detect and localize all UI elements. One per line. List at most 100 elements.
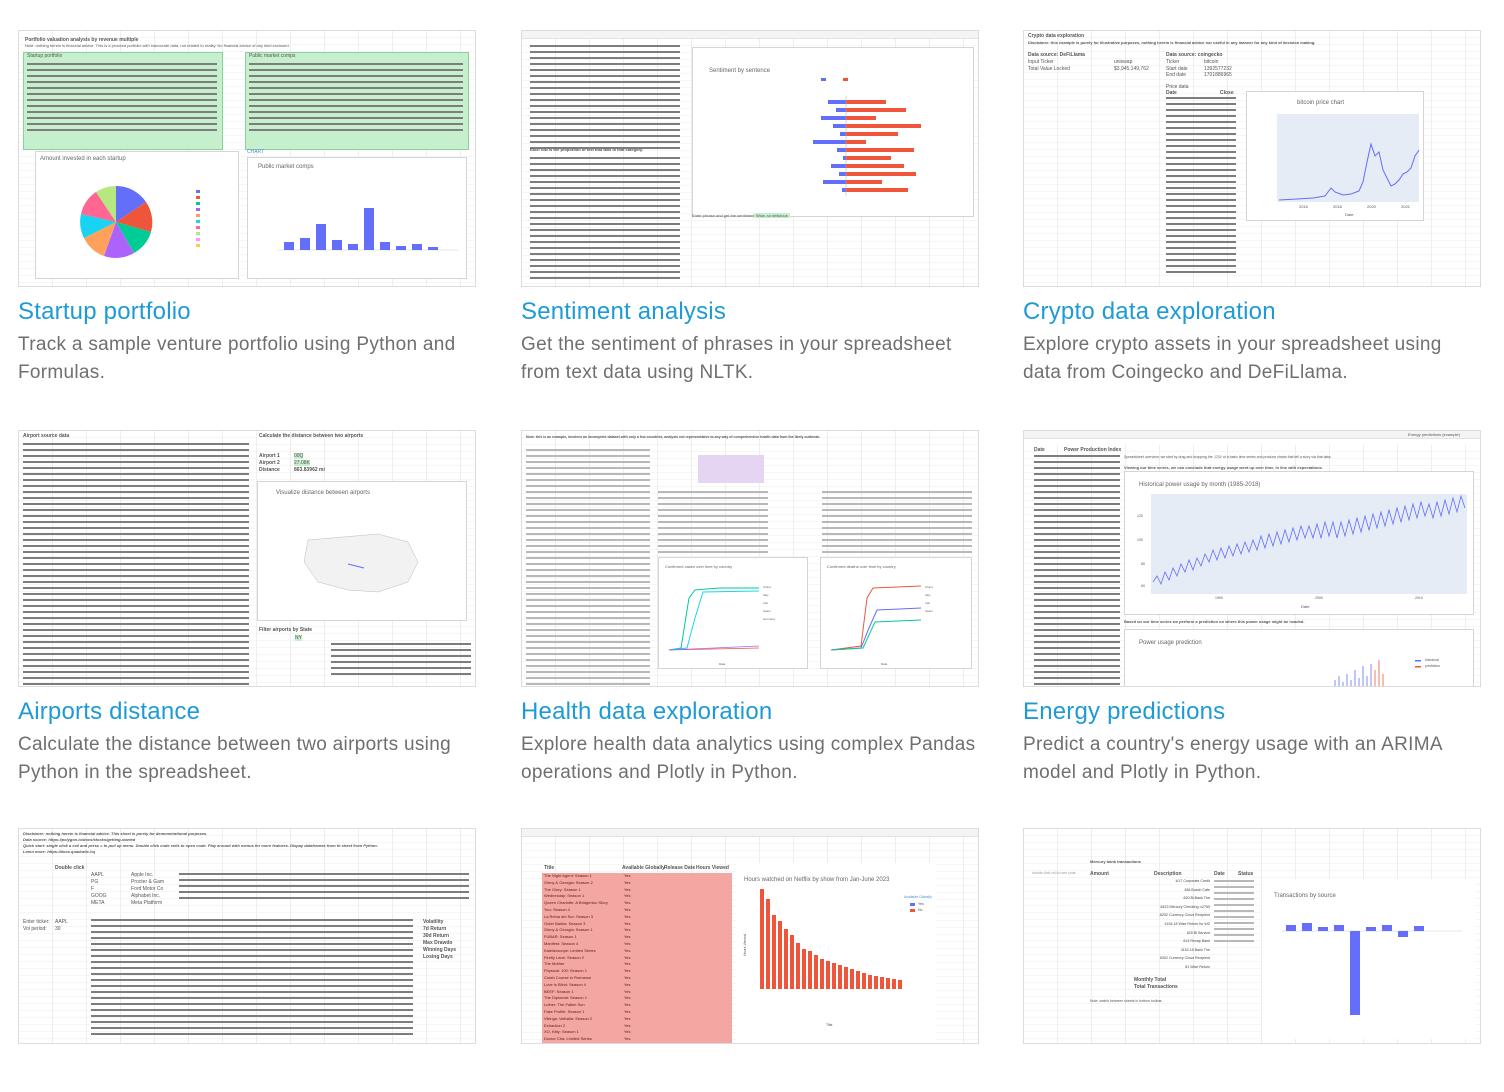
x-tick: 2010 [1415,596,1423,600]
card-title[interactable]: Health data exploration [521,698,773,725]
example-card-startup-portfolio[interactable]: Portfolio valuation analysis by revenue … [18,30,476,387]
stat-2: 30d Return [423,933,450,939]
card-title[interactable]: Startup portfolio [18,298,191,325]
thumb-quick-start: Quick start: single click a cell and pre… [23,843,378,848]
show-title: The Diplomat: Season 1 [544,995,587,1001]
netflix-thumbnail[interactable]: Title Available Globally Release Date Ho… [521,828,979,1044]
startup-table-label: Startup portfolio [27,53,63,59]
price-data-label: Price data [1166,84,1189,90]
show-title: Luther: The Fallen Sun [544,1002,585,1008]
x-axis-label: Title [826,1023,833,1027]
example-card-airports-distance[interactable]: Airport source data Calculate the distan… [18,430,476,787]
netflix-table-row: Wednesday: Season 1 Yes [544,893,734,900]
ticker-value[interactable]: bitcoin [1204,59,1219,65]
stocks-thumbnail[interactable]: Disclaimer: nothing herein is financial … [18,828,476,1044]
example-card-health-data[interactable]: Note: this is an example, involves an in… [521,430,979,787]
historical-chart-title: Historical power usage by month (1985-20… [1139,482,1261,488]
distance-value: 863.83962 mi [294,467,325,473]
available-flag: Yes [624,981,631,987]
state-filter-input[interactable]: NY [295,635,302,641]
energy-predictions-thumbnail[interactable]: Energy predictions (example) Date Power … [1023,430,1481,687]
ticker-0: AAPL [91,872,104,878]
card-description: Track a sample venture portfolio using P… [18,334,456,383]
col-date: Date [1034,447,1045,453]
footnote: Note: switch between sheets in bottom to… [1090,999,1163,1003]
y-tick: 100 [1137,538,1143,542]
airports-distance-thumbnail[interactable]: Airport source data Calculate the distan… [18,430,476,687]
card-title[interactable]: Energy predictions [1023,698,1226,725]
end-date-value: 1701886965 [1204,72,1232,78]
vol-period-input[interactable]: 30 [55,926,61,932]
deaths-chart: Confirmed deaths over time by country Ch… [820,557,972,669]
example-card-mercury-bank[interactable]: Mercury bank transactions double click c… [1023,828,1481,1044]
ticker-2: F [91,886,95,892]
phrase-input[interactable]: Wow, so delicious [754,213,790,218]
netflix-table-row: Ginny & Georgia: Season 2 Yes [544,880,734,887]
example-card-netflix[interactable]: Title Available Globally Release Date Ho… [521,828,979,1044]
pie-chart-title: Amount invested in each startup [40,156,126,162]
available-flag: Yes [624,974,631,980]
startup-portfolio-thumbnail[interactable]: Portfolio valuation analysis by revenue … [18,30,476,287]
transaction-row: 6413 Mercury Checking ••2760 [1160,904,1210,909]
example-card-energy-predictions[interactable]: Energy predictions (example) Date Power … [1023,430,1481,787]
transaction-row: 614 Recap Bank [1183,939,1210,944]
available-flag: Yes [624,1008,631,1014]
available-flag: Yes [624,934,631,940]
show-title: Doctor Cha: Limited Series [544,1036,592,1042]
netflix-table-row: The Night Agent: Season 1 Yes [544,873,734,880]
airport1-input[interactable]: 00Q [294,453,304,459]
health-data-thumbnail[interactable]: Note: this is an example, involves an in… [521,430,979,687]
netflix-table-row: Queen Charlotte: A Bridgerton Story Yes [544,900,734,907]
crypto-data-thumbnail[interactable]: Crypto data exploration Disclaimer: this… [1023,30,1481,287]
col-description: Description [1154,871,1182,877]
netflix-table-row: Luther: The Fallen Sun Yes [544,1002,734,1009]
show-title: FUBAR: Season 1 [544,934,577,940]
us-map-svg [303,533,419,593]
sheet-tab[interactable]: Energy predictions (example) [1407,432,1460,437]
available-flag: Yes [624,913,631,919]
col-date: Date [1214,871,1225,877]
example-card-stocks[interactable]: Disclaimer: nothing herein is financial … [18,828,476,1044]
source-left: Data source: DeFiLlama [1028,52,1085,58]
available-flag: Yes [624,1002,631,1008]
available-flag: Yes [624,886,631,892]
legend-yes: Yes [918,902,924,906]
mercury-bank-thumbnail[interactable]: Mercury bank transactions double click c… [1023,828,1481,1044]
col-title: Title [544,865,555,871]
transaction-row: -8252 Currency Cloud Recipient [1158,913,1210,918]
airport2-input[interactable]: 27.08K [294,460,310,466]
monthly-total: Monthly Total [1134,977,1167,983]
y-tick: 60 [1141,584,1145,588]
legend-prediction: prediction [1425,664,1441,668]
card-title[interactable]: Airports distance [18,698,201,725]
card-description: Get the sentiment of phrases in your spr… [521,334,952,383]
sentiment-analysis-thumbnail[interactable]: Each row is the proportion of text that … [521,30,979,287]
available-flag: Yes [624,879,631,885]
prediction-chart-svg [1334,660,1421,686]
enter-ticker-input[interactable]: AAPL [55,919,68,925]
available-flag: Yes [624,954,631,960]
netflix-table-row: Crash Course in Romance Yes [544,975,734,982]
show-title: Vikings: Valhalla: Season 2 [544,1015,593,1021]
example-card-crypto-data[interactable]: Crypto data exploration Disclaimer: this… [1023,30,1481,387]
netflix-chart-svg [760,889,915,989]
available-flag: Yes [624,927,631,933]
x-axis-label: Date [1345,212,1354,217]
company-2: Ford Motor Co [131,886,164,892]
show-title: Queen Charlotte: A Bridgerton Story [544,900,608,906]
available-flag: Yes [624,873,631,878]
thumb-heading: Portfolio valuation analysis by revenue … [25,37,139,43]
card-title[interactable]: Crypto data exploration [1023,298,1276,325]
show-title: Crash Course in Romance [544,974,592,980]
example-card-sentiment-analysis[interactable]: Each row is the proportion of text that … [521,30,979,387]
show-title: XO, Kitty: Season 1 [544,1029,579,1035]
col-power: Power Production Index [1064,447,1122,453]
card-title[interactable]: Sentiment analysis [521,298,727,325]
bar-chart-title: Public market comps [258,164,314,170]
thumb-disclaimer: Disclaimer: nothing herein is financial … [23,831,208,836]
ticker-label: Ticker [1166,59,1180,65]
show-title: You: Season 4 [544,906,570,912]
netflix-chart: Hours watched on Netflix by show from Ja… [736,863,936,1043]
sentiment-chart: Sentiment by sentence [692,47,974,217]
input-ticker-value[interactable]: uniswap [1114,59,1133,65]
